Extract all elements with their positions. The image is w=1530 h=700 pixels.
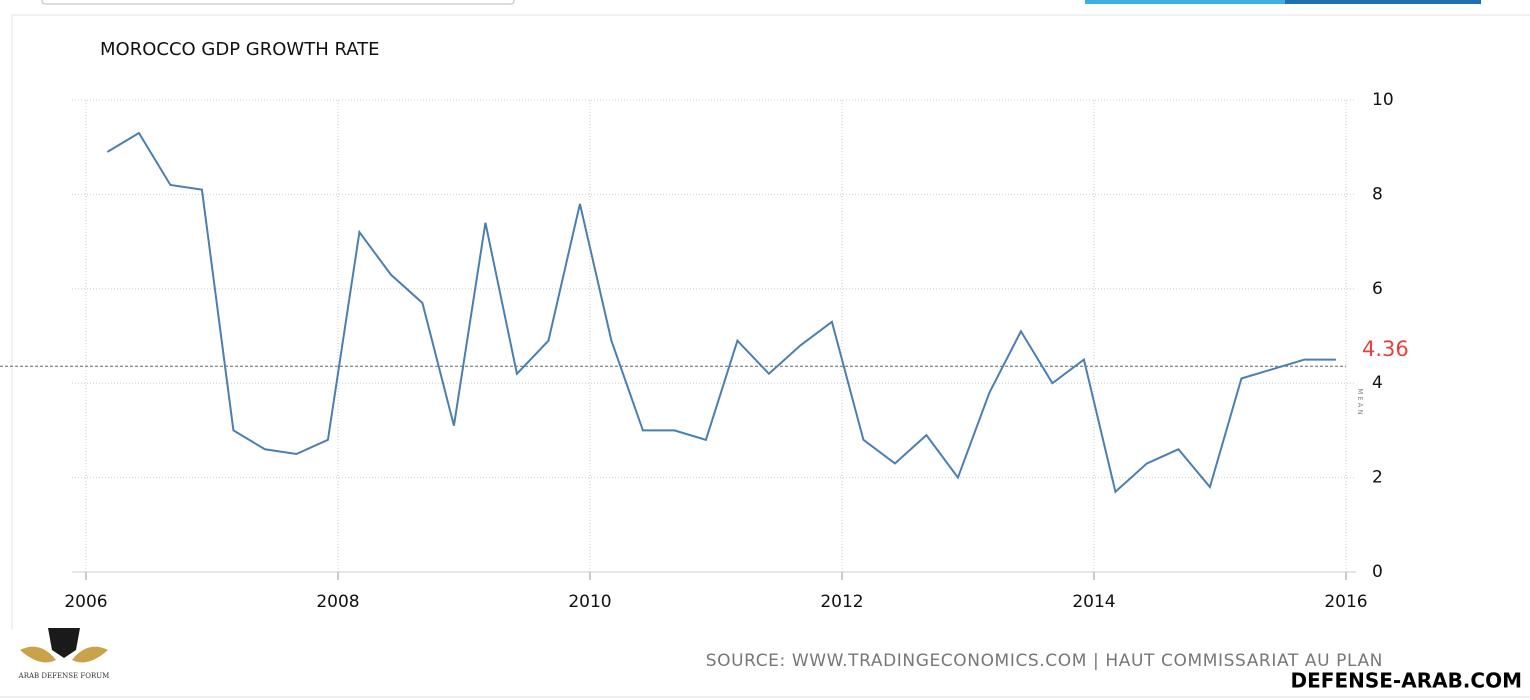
x-tick-label: 2008 xyxy=(316,592,359,612)
source: SOURCE: WWW.TRADINGECONOMICS.COM | HAUT … xyxy=(706,651,1383,671)
chart-title: MOROCCO GDP GROWTH RATE xyxy=(100,39,380,60)
watermark: DEFENSE-ARAB.COM xyxy=(1291,669,1522,693)
y-tick-label: 4 xyxy=(1372,373,1383,393)
button[interactable] xyxy=(1285,0,1481,4)
tab-bar[interactable] xyxy=(41,0,515,5)
button[interactable] xyxy=(1085,0,1285,4)
x-tick-label: 2016 xyxy=(1324,592,1367,612)
y-tick-label: 8 xyxy=(1372,184,1383,204)
x-tick-label: 2006 xyxy=(64,592,107,612)
mean-label: MEAN xyxy=(1356,388,1364,417)
x-tick-label: 2014 xyxy=(1072,592,1115,612)
logo-text: ARAB DEFENSE FORUM xyxy=(18,672,110,680)
x-tick-label: 2010 xyxy=(568,592,611,612)
mean-value-label: 4.36 xyxy=(1362,337,1409,361)
y-tick-label: 6 xyxy=(1372,279,1383,299)
data-line xyxy=(106,131,1336,494)
y-tick-label: 0 xyxy=(1372,562,1383,582)
y-tick-label: 2 xyxy=(1372,468,1383,488)
y-tick-label: 10 xyxy=(1372,90,1394,110)
logo: ARAB DEFENSE FORUM xyxy=(18,628,110,680)
x-tick-label: 2012 xyxy=(820,592,863,612)
